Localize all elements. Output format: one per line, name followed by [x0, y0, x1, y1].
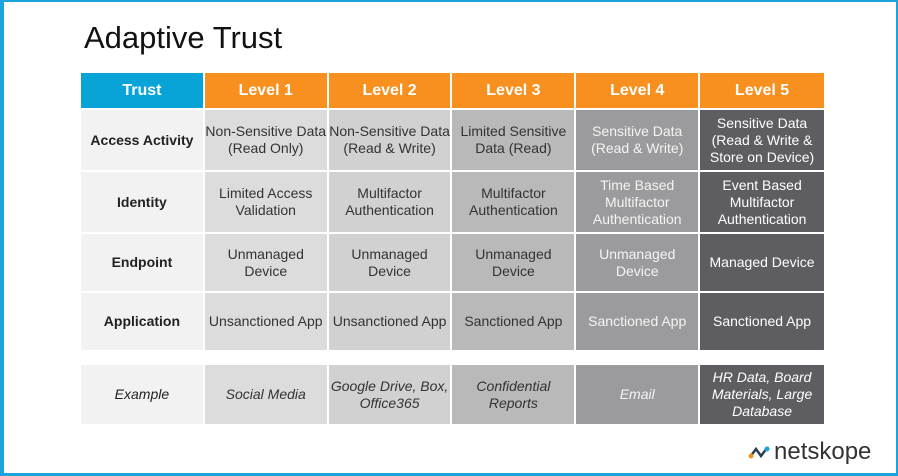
table-cell: Unsanctioned App [328, 293, 453, 350]
netskope-logo: netskope [748, 438, 871, 466]
table-cell: Sanctioned App [576, 293, 701, 350]
example-cell: Google Drive, Box, Office365 [328, 365, 453, 424]
table-cell: Unmanaged Device [328, 234, 453, 291]
header-level-1: Level 1 [204, 73, 329, 108]
trust-table: Trust Level 1 Level 2 Level 3 Level 4 Le… [81, 73, 824, 352]
table-cell: Sensitive Data (Read & Write) [576, 110, 701, 170]
header-row: Trust Level 1 Level 2 Level 3 Level 4 Le… [81, 73, 824, 110]
header-level-5: Level 5 [700, 73, 824, 108]
table-cell: Sensitive Data (Read & Write & Store on … [700, 110, 824, 170]
table-row: Application Unsanctioned App Unsanctioned … [81, 293, 824, 352]
table-cell: Limited Access Validation [204, 172, 329, 232]
example-row: Example Social Media Google Drive, Box, … [81, 365, 824, 426]
header-level-4: Level 4 [576, 73, 701, 108]
header-level-2: Level 2 [328, 73, 453, 108]
table-row: Access Activity Non-Sensitive Data (Read … [81, 110, 824, 172]
table-cell: Limited Sensitive Data (Read) [452, 110, 577, 170]
example-cell: Social Media [204, 365, 329, 424]
example-label: Example [81, 365, 205, 424]
page-title: Adaptive Trust [84, 20, 283, 55]
row-label: Endpoint [81, 234, 205, 291]
table-cell: Non-Sensitive Data (Read Only) [204, 110, 329, 170]
table-cell: Multifactor Authentication [452, 172, 577, 232]
table-cell: Unmanaged Device [204, 234, 329, 291]
table-cell: Managed Device [700, 234, 824, 291]
table-cell: Non-Sensitive Data (Read & Write) [328, 110, 453, 170]
example-cell: HR Data, Board Materials, Large Database [700, 365, 824, 424]
table-row: Identity Limited Access Validation Multifa… [81, 172, 824, 234]
table-cell: Multifactor Authentication [328, 172, 453, 232]
table-cell: Unmanaged Device [576, 234, 701, 291]
row-label: Identity [81, 172, 205, 232]
example-cell: Confidential Reports [452, 365, 577, 424]
table-cell: Sanctioned App [700, 293, 824, 350]
header-level-3: Level 3 [452, 73, 577, 108]
table-cell: Unsanctioned App [204, 293, 329, 350]
table-cell: Sanctioned App [452, 293, 577, 350]
row-label: Application [81, 293, 205, 350]
header-trust: Trust [81, 73, 205, 108]
row-label: Access Activity [81, 110, 205, 170]
netskope-logo-text: netskope [774, 438, 872, 465]
netskope-logo-icon [748, 446, 770, 459]
table-cell: Unmanaged Device [452, 234, 577, 291]
table-row: Endpoint Unmanaged Device Unmanaged Device… [81, 234, 824, 293]
example-cell: Email [576, 365, 701, 424]
table-cell: Event Based Multifactor Authentication [700, 172, 824, 232]
table-cell: Time Based Multifactor Authentication [576, 172, 701, 232]
